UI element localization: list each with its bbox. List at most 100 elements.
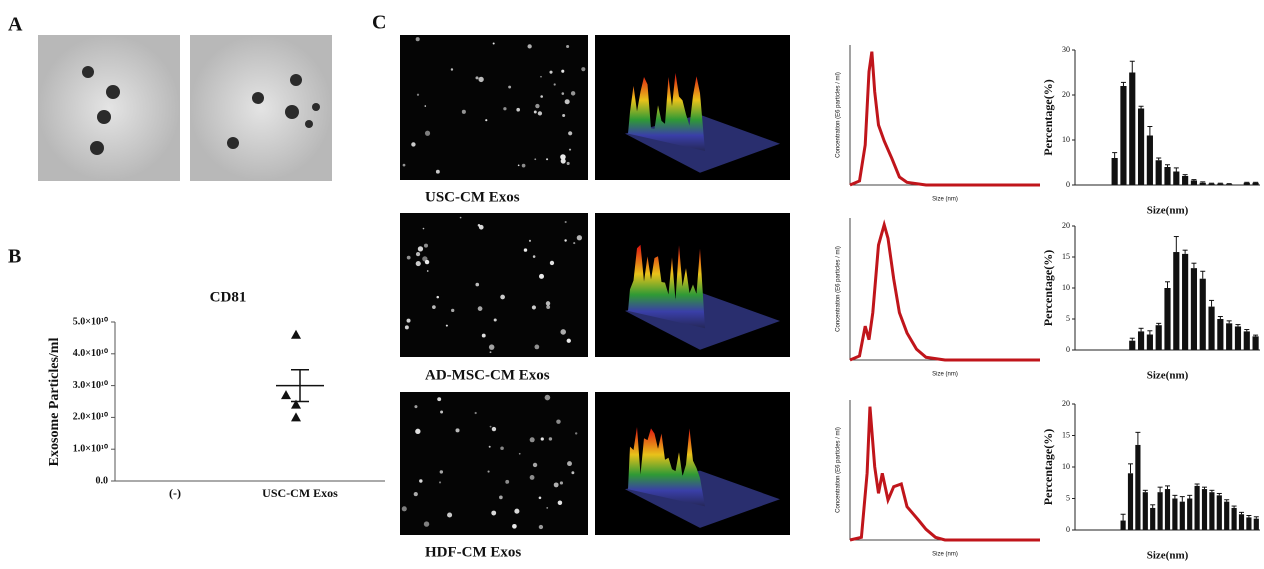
particle <box>549 260 555 266</box>
particle <box>523 248 528 252</box>
error-bar <box>1156 157 1162 161</box>
particle <box>439 470 444 474</box>
particle <box>521 163 526 168</box>
particle <box>491 510 497 516</box>
error-bar <box>1244 329 1250 332</box>
particle <box>556 419 561 424</box>
particle <box>581 67 586 72</box>
y-axis-title: Percentage(%) <box>1041 429 1055 505</box>
bar <box>1238 514 1245 530</box>
particle <box>419 479 423 483</box>
particle <box>517 164 520 167</box>
particle <box>413 491 418 497</box>
particle <box>527 44 532 49</box>
bar <box>1120 86 1127 185</box>
particle <box>568 148 572 151</box>
y-axis-title: Concentration (E6 particles / ml) <box>836 246 842 332</box>
particle <box>540 95 543 98</box>
em-image <box>190 35 332 181</box>
bar <box>1243 182 1250 185</box>
particle <box>562 114 566 118</box>
particle <box>450 68 454 71</box>
em-image <box>38 35 180 181</box>
particle <box>529 437 535 443</box>
error-bar <box>1157 486 1163 493</box>
particle <box>489 425 492 428</box>
y-tick-label: 2.0×10¹⁰ <box>73 412 108 423</box>
plot3d-surface <box>628 72 705 151</box>
error-bar <box>1129 60 1135 73</box>
particle <box>537 111 543 116</box>
nta-frame <box>400 213 588 357</box>
particle <box>534 344 540 350</box>
data-point <box>291 329 301 339</box>
error-bar <box>1173 167 1179 172</box>
particle <box>415 261 421 267</box>
particle <box>564 239 567 242</box>
bar <box>1120 520 1126 530</box>
particle <box>535 103 540 109</box>
particle <box>415 251 421 257</box>
particle <box>491 426 497 432</box>
error-bar <box>1165 281 1170 288</box>
bar <box>1209 492 1215 530</box>
bar <box>1252 336 1259 350</box>
bar <box>1146 135 1153 185</box>
particle <box>424 130 431 136</box>
x-axis-title: Size (nm) <box>932 552 958 558</box>
particle <box>532 462 538 468</box>
particle <box>493 318 497 322</box>
particle <box>415 428 421 435</box>
bar <box>1164 167 1171 185</box>
bar <box>1182 253 1189 350</box>
bar <box>1111 158 1118 185</box>
plot3d-surface <box>628 244 705 329</box>
bar <box>1150 507 1156 530</box>
particle <box>529 475 535 480</box>
particle <box>573 242 576 245</box>
y-tick-label: 5 <box>1066 493 1070 502</box>
particle <box>567 461 572 467</box>
error-bar <box>1217 316 1223 319</box>
y-tick-label: 15 <box>1062 252 1070 261</box>
vesicles <box>82 66 320 155</box>
bar <box>1246 517 1252 530</box>
particle <box>499 495 503 500</box>
panel-label: A <box>8 14 23 36</box>
particle <box>553 83 556 86</box>
sample-label: HDF-CM Exos <box>425 544 521 560</box>
particle <box>404 325 409 330</box>
error-bar <box>1216 492 1222 496</box>
bar <box>1172 498 1178 530</box>
bar <box>1216 495 1222 530</box>
size-curve <box>849 51 1040 187</box>
bar <box>1157 492 1163 530</box>
particle <box>516 107 520 112</box>
error-bar <box>1112 152 1118 158</box>
y-axis-title: Exosome Particles/ml <box>47 338 62 467</box>
y-tick-label: 15 <box>1062 430 1070 439</box>
particle <box>538 496 542 500</box>
y-tick-label: 1.0×10¹⁰ <box>73 443 108 454</box>
y-tick-label: 4.0×10¹⁰ <box>73 348 108 359</box>
particle <box>424 105 427 107</box>
particle <box>474 411 477 415</box>
y-tick-label: 0 <box>1066 525 1070 534</box>
y-axis-title: Concentration (E6 particles / ml) <box>836 427 842 513</box>
error-bar <box>1209 489 1215 493</box>
bar <box>1224 501 1230 530</box>
error-bar <box>1138 105 1144 109</box>
particle <box>406 255 411 260</box>
particle <box>561 69 565 73</box>
error-bar <box>1172 494 1178 499</box>
error-bar <box>1191 262 1197 269</box>
y-tick-label: 0.0 <box>96 475 109 486</box>
particle <box>557 500 563 505</box>
particle <box>564 99 570 105</box>
particle <box>566 44 570 49</box>
particle <box>492 42 495 45</box>
bar <box>1155 325 1162 350</box>
error-bar <box>1187 494 1193 499</box>
y-tick-label: 20 <box>1062 221 1070 230</box>
error-bar <box>1200 270 1206 279</box>
